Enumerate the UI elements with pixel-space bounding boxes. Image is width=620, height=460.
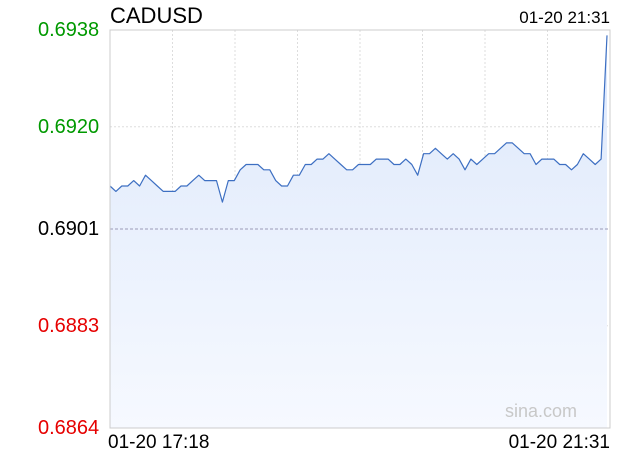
price-area-fill xyxy=(110,35,607,429)
x-tick-label-end: 01-20 21:31 xyxy=(508,432,610,453)
x-tick-label-start: 01-20 17:18 xyxy=(108,432,210,453)
y-tick-label: 0.6920 xyxy=(38,115,100,138)
plot-frame xyxy=(109,29,611,429)
timestamp: 01-20 21:31 xyxy=(519,8,610,27)
watermark: sina.com xyxy=(505,401,578,421)
y-tick-label: 0.6864 xyxy=(38,417,100,439)
y-tick-label: 0.6901 xyxy=(38,218,100,240)
y-tick-label: 0.6883 xyxy=(38,314,100,337)
symbol-title: CADUSD xyxy=(110,3,203,28)
price-line xyxy=(109,35,608,203)
y-tick-label: 0.6938 xyxy=(38,19,100,41)
